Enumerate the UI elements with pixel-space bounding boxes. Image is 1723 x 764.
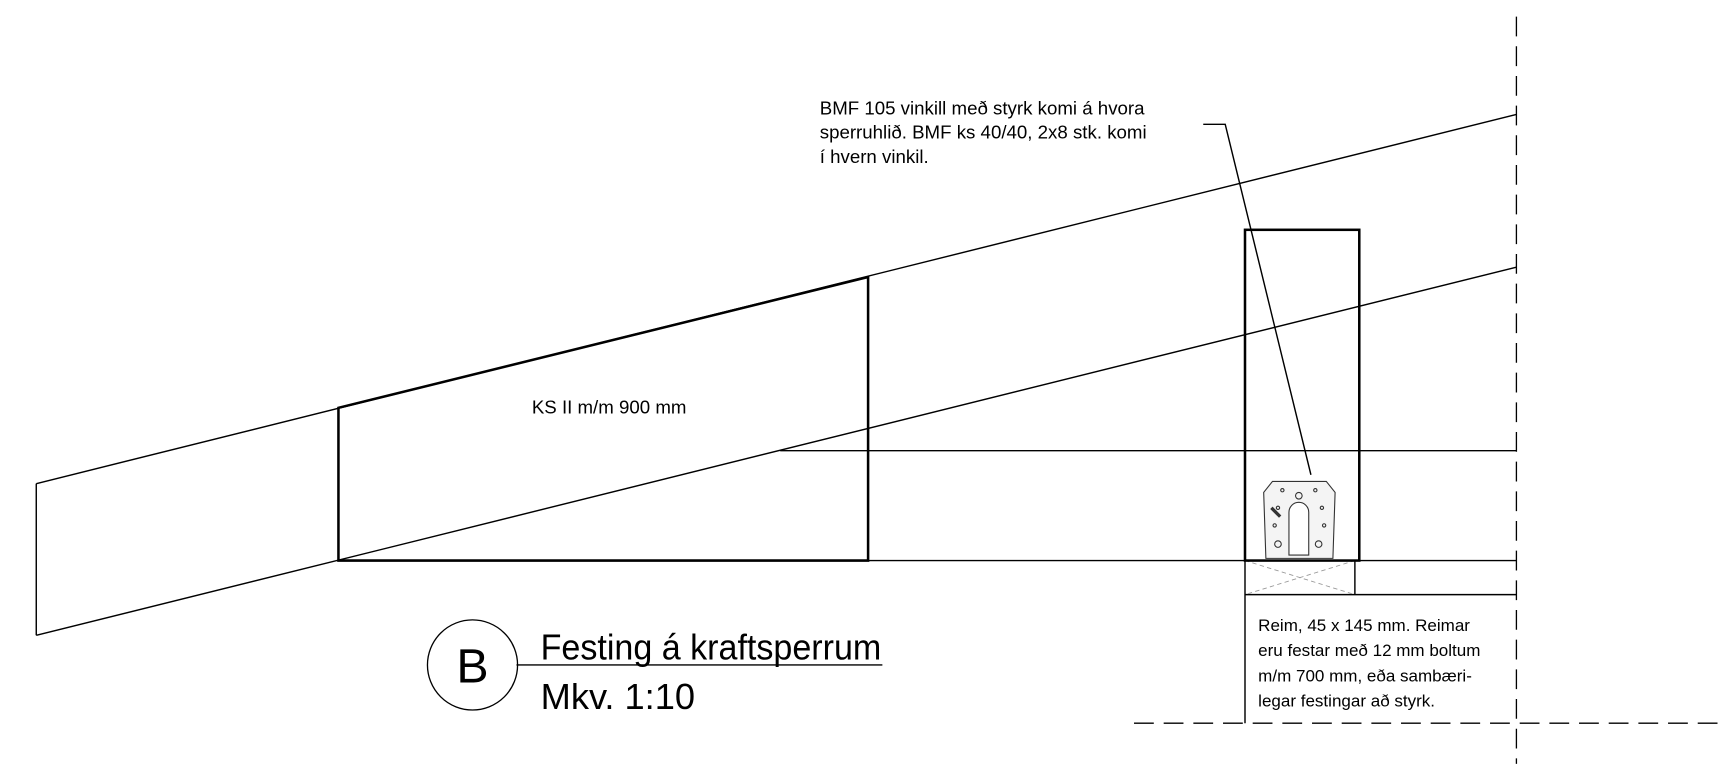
post (1243, 228, 1361, 562)
bracket (1263, 480, 1336, 559)
note-line: í hvern vinkil. (820, 146, 929, 167)
reim-line: legar festingar að styrk. (1258, 692, 1435, 711)
note-line: sperruhlið. BMF ks 40/40, 2x8 stk. komi (820, 122, 1147, 143)
detail-marker: B (456, 640, 488, 694)
ks-plate (337, 275, 870, 562)
detail-scale: Mkv. 1:10 (541, 676, 695, 717)
hatch (1244, 560, 1356, 596)
reim-line: Reim, 45 x 145 mm. Reimar (1258, 616, 1470, 635)
leader-line (1203, 123, 1312, 476)
note-line: BMF 105 vinkill með styrk komi á hvora (820, 97, 1145, 118)
reim-line: eru festar með 12 mm boltum (1258, 641, 1480, 660)
detail-title: Festing á kraftsperrum (541, 626, 882, 667)
rafter-edge (36, 266, 1517, 636)
plate-label: KS II m/m 900 mm (532, 396, 687, 417)
reim-line: m/m 700 mm, eða sambæri- (1258, 666, 1472, 685)
